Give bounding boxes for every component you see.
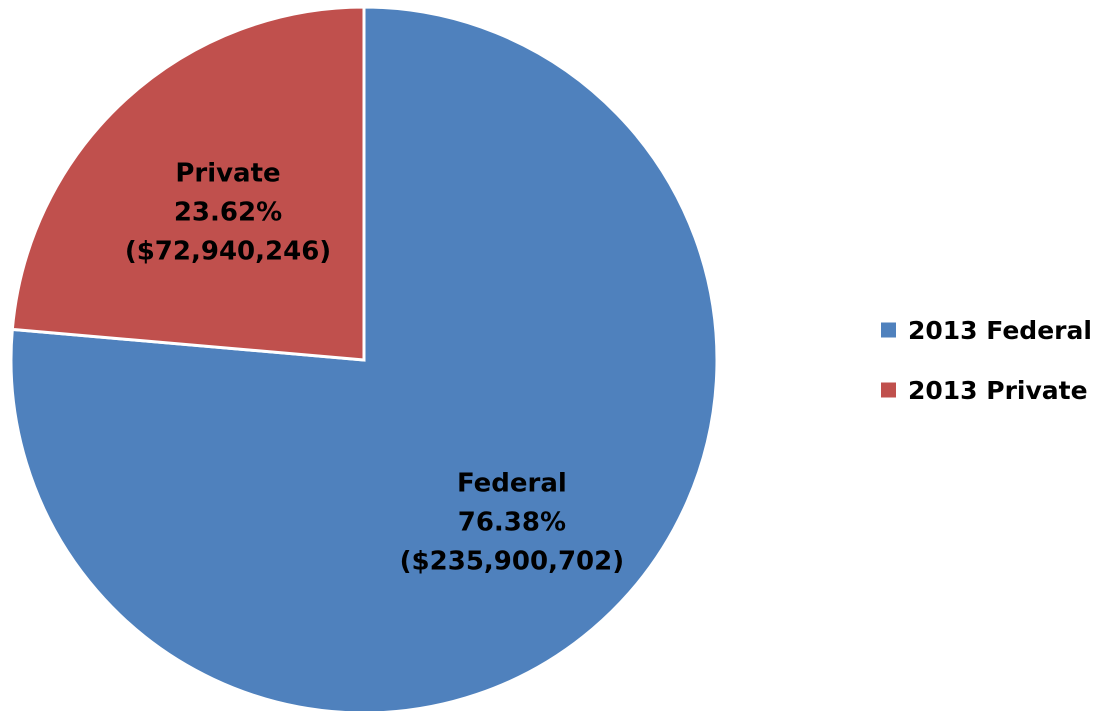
- pie-slice-private: [10, 5, 366, 362]
- pie-slice-federal: [9, 5, 719, 711]
- legend-label-1: 2013 Private: [908, 376, 1088, 405]
- legend-label-0: 2013 Federal: [908, 316, 1092, 345]
- slice-label-private-name: Private: [175, 159, 280, 189]
- pie-data-labels: Federal 76.38% ($235,900,702) Private 23.62%…: [125, 159, 624, 577]
- legend-swatch-0: [881, 322, 896, 338]
- slice-label-private-percent: 23.62%: [174, 198, 282, 228]
- slice-label-federal-name: Federal: [457, 468, 567, 498]
- slice-label-private-amount: ($72,940,246): [125, 237, 331, 267]
- legend: 2013 Federal 2013 Private: [881, 316, 1092, 405]
- slice-label-federal-amount: ($235,900,702): [400, 546, 624, 576]
- pie-slices: [9, 5, 719, 711]
- legend-swatch-1: [881, 382, 896, 398]
- slice-label-federal-percent: 76.38%: [458, 507, 566, 537]
